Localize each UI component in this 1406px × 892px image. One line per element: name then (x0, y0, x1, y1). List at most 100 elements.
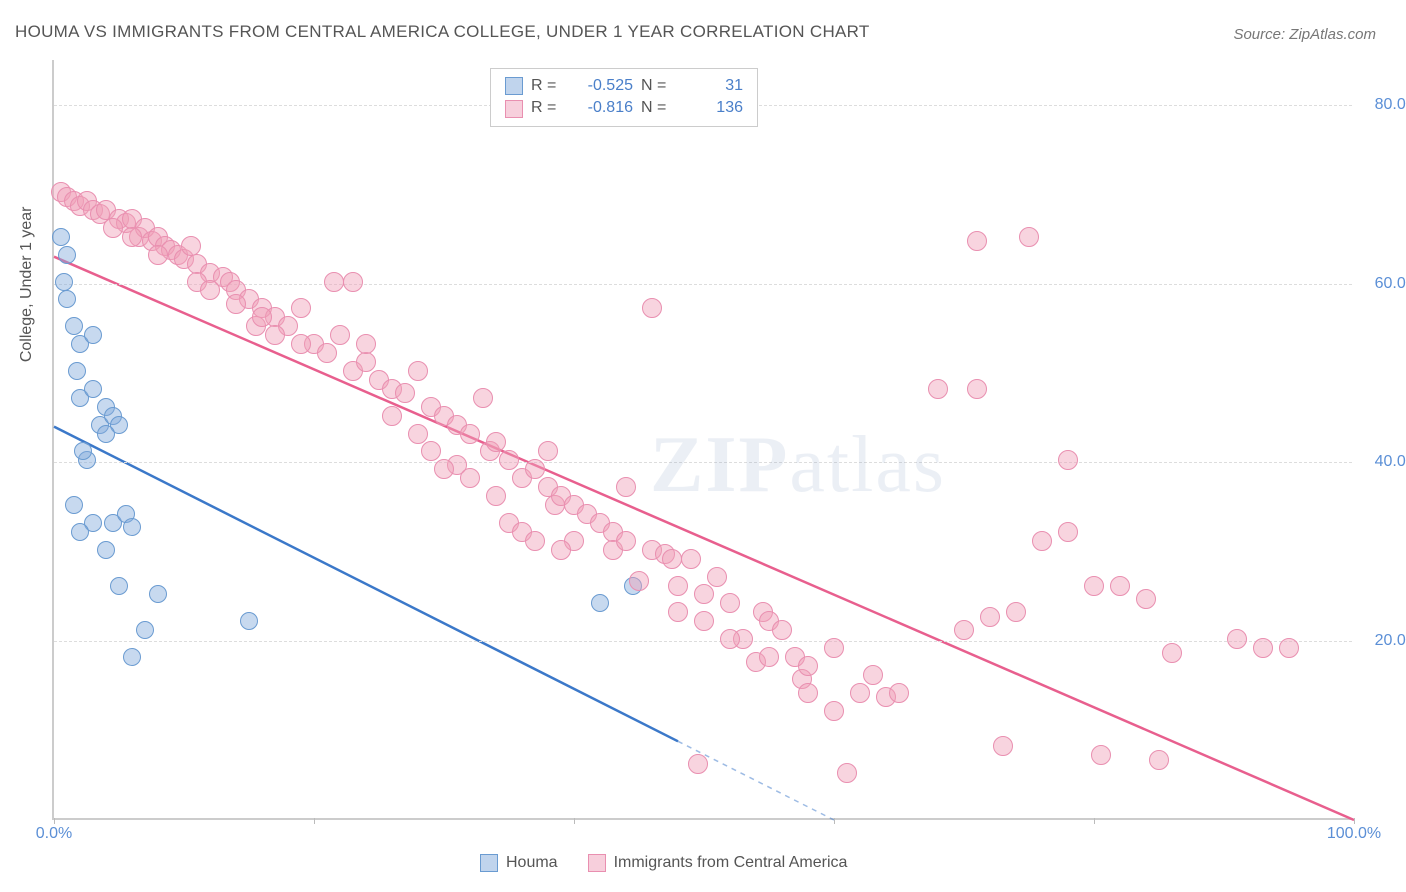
correlation-chart: HOUMA VS IMMIGRANTS FROM CENTRAL AMERICA… (0, 0, 1406, 892)
data-point (434, 459, 454, 479)
data-point (499, 450, 519, 470)
x-tick-mark (54, 818, 55, 824)
data-point (1253, 638, 1273, 658)
legend-item: Houma (480, 854, 558, 872)
data-point (798, 683, 818, 703)
data-point (97, 425, 115, 443)
legend-swatch (588, 854, 606, 872)
data-point (798, 656, 818, 676)
n-value: 31 (683, 75, 743, 97)
x-tick-mark (574, 818, 575, 824)
data-point (460, 468, 480, 488)
data-point (84, 380, 102, 398)
legend-series: Houma Immigrants from Central America (480, 854, 847, 872)
legend-stats-row: R = -0.816 N = 136 (505, 97, 743, 119)
chart-source: Source: ZipAtlas.com (1233, 26, 1376, 43)
data-point (1136, 589, 1156, 609)
data-point (330, 325, 350, 345)
data-point (317, 343, 337, 363)
legend-stats: R = -0.525 N = 31 R = -0.816 N = 136 (490, 68, 758, 127)
gridline (54, 462, 1352, 463)
data-point (616, 477, 636, 497)
data-point (1091, 745, 1111, 765)
data-point (668, 576, 688, 596)
x-tick-mark (1094, 818, 1095, 824)
data-point (837, 763, 857, 783)
data-point (240, 612, 258, 630)
data-point (759, 647, 779, 667)
data-point (68, 362, 86, 380)
data-point (252, 307, 272, 327)
data-point (265, 325, 285, 345)
data-point (525, 459, 545, 479)
data-point (668, 602, 688, 622)
chart-title: HOUMA VS IMMIGRANTS FROM CENTRAL AMERICA… (15, 22, 870, 42)
data-point (629, 571, 649, 591)
data-point (103, 218, 123, 238)
data-point (967, 379, 987, 399)
data-point (1032, 531, 1052, 551)
data-point (993, 736, 1013, 756)
data-point (538, 441, 558, 461)
data-point (824, 638, 844, 658)
data-point (863, 665, 883, 685)
data-point (123, 648, 141, 666)
data-point (1110, 576, 1130, 596)
data-point (65, 496, 83, 514)
data-point (681, 549, 701, 569)
data-point (824, 701, 844, 721)
data-point (149, 585, 167, 603)
data-point (148, 245, 168, 265)
data-point (850, 683, 870, 703)
data-point (1058, 450, 1078, 470)
data-point (551, 540, 571, 560)
data-point (720, 629, 740, 649)
data-point (97, 541, 115, 559)
data-point (123, 518, 141, 536)
data-point (954, 620, 974, 640)
data-point (58, 290, 76, 308)
data-point (928, 379, 948, 399)
data-point (71, 523, 89, 541)
trend-lines (54, 60, 1352, 818)
data-point (291, 334, 311, 354)
data-point (110, 577, 128, 595)
legend-stats-row: R = -0.525 N = 31 (505, 75, 743, 97)
data-point (1227, 629, 1247, 649)
legend-label: Immigrants from Central America (614, 854, 848, 872)
data-point (616, 531, 636, 551)
data-point (395, 383, 415, 403)
data-point (486, 432, 506, 452)
data-point (122, 227, 142, 247)
data-point (1149, 750, 1169, 770)
legend-item: Immigrants from Central America (588, 854, 848, 872)
y-tick-label: 80.0% (1360, 96, 1406, 114)
y-axis-label: College, Under 1 year (18, 207, 36, 363)
data-point (52, 228, 70, 246)
legend-label: Houma (506, 854, 558, 872)
data-point (408, 361, 428, 381)
x-tick-mark (834, 818, 835, 824)
data-point (200, 280, 220, 300)
data-point (291, 298, 311, 318)
data-point (772, 620, 792, 640)
data-point (1058, 522, 1078, 542)
data-point (889, 683, 909, 703)
data-point (694, 611, 714, 631)
n-label: N = (641, 97, 675, 119)
y-tick-label: 20.0% (1360, 632, 1406, 650)
data-point (1019, 227, 1039, 247)
r-value: -0.525 (573, 75, 633, 97)
data-point (343, 272, 363, 292)
data-point (473, 388, 493, 408)
gridline (54, 641, 1352, 642)
data-point (486, 486, 506, 506)
data-point (65, 317, 83, 335)
n-label: N = (641, 75, 675, 97)
data-point (642, 298, 662, 318)
data-point (707, 567, 727, 587)
data-point (226, 294, 246, 314)
data-point (58, 246, 76, 264)
data-point (967, 231, 987, 251)
data-point (55, 273, 73, 291)
